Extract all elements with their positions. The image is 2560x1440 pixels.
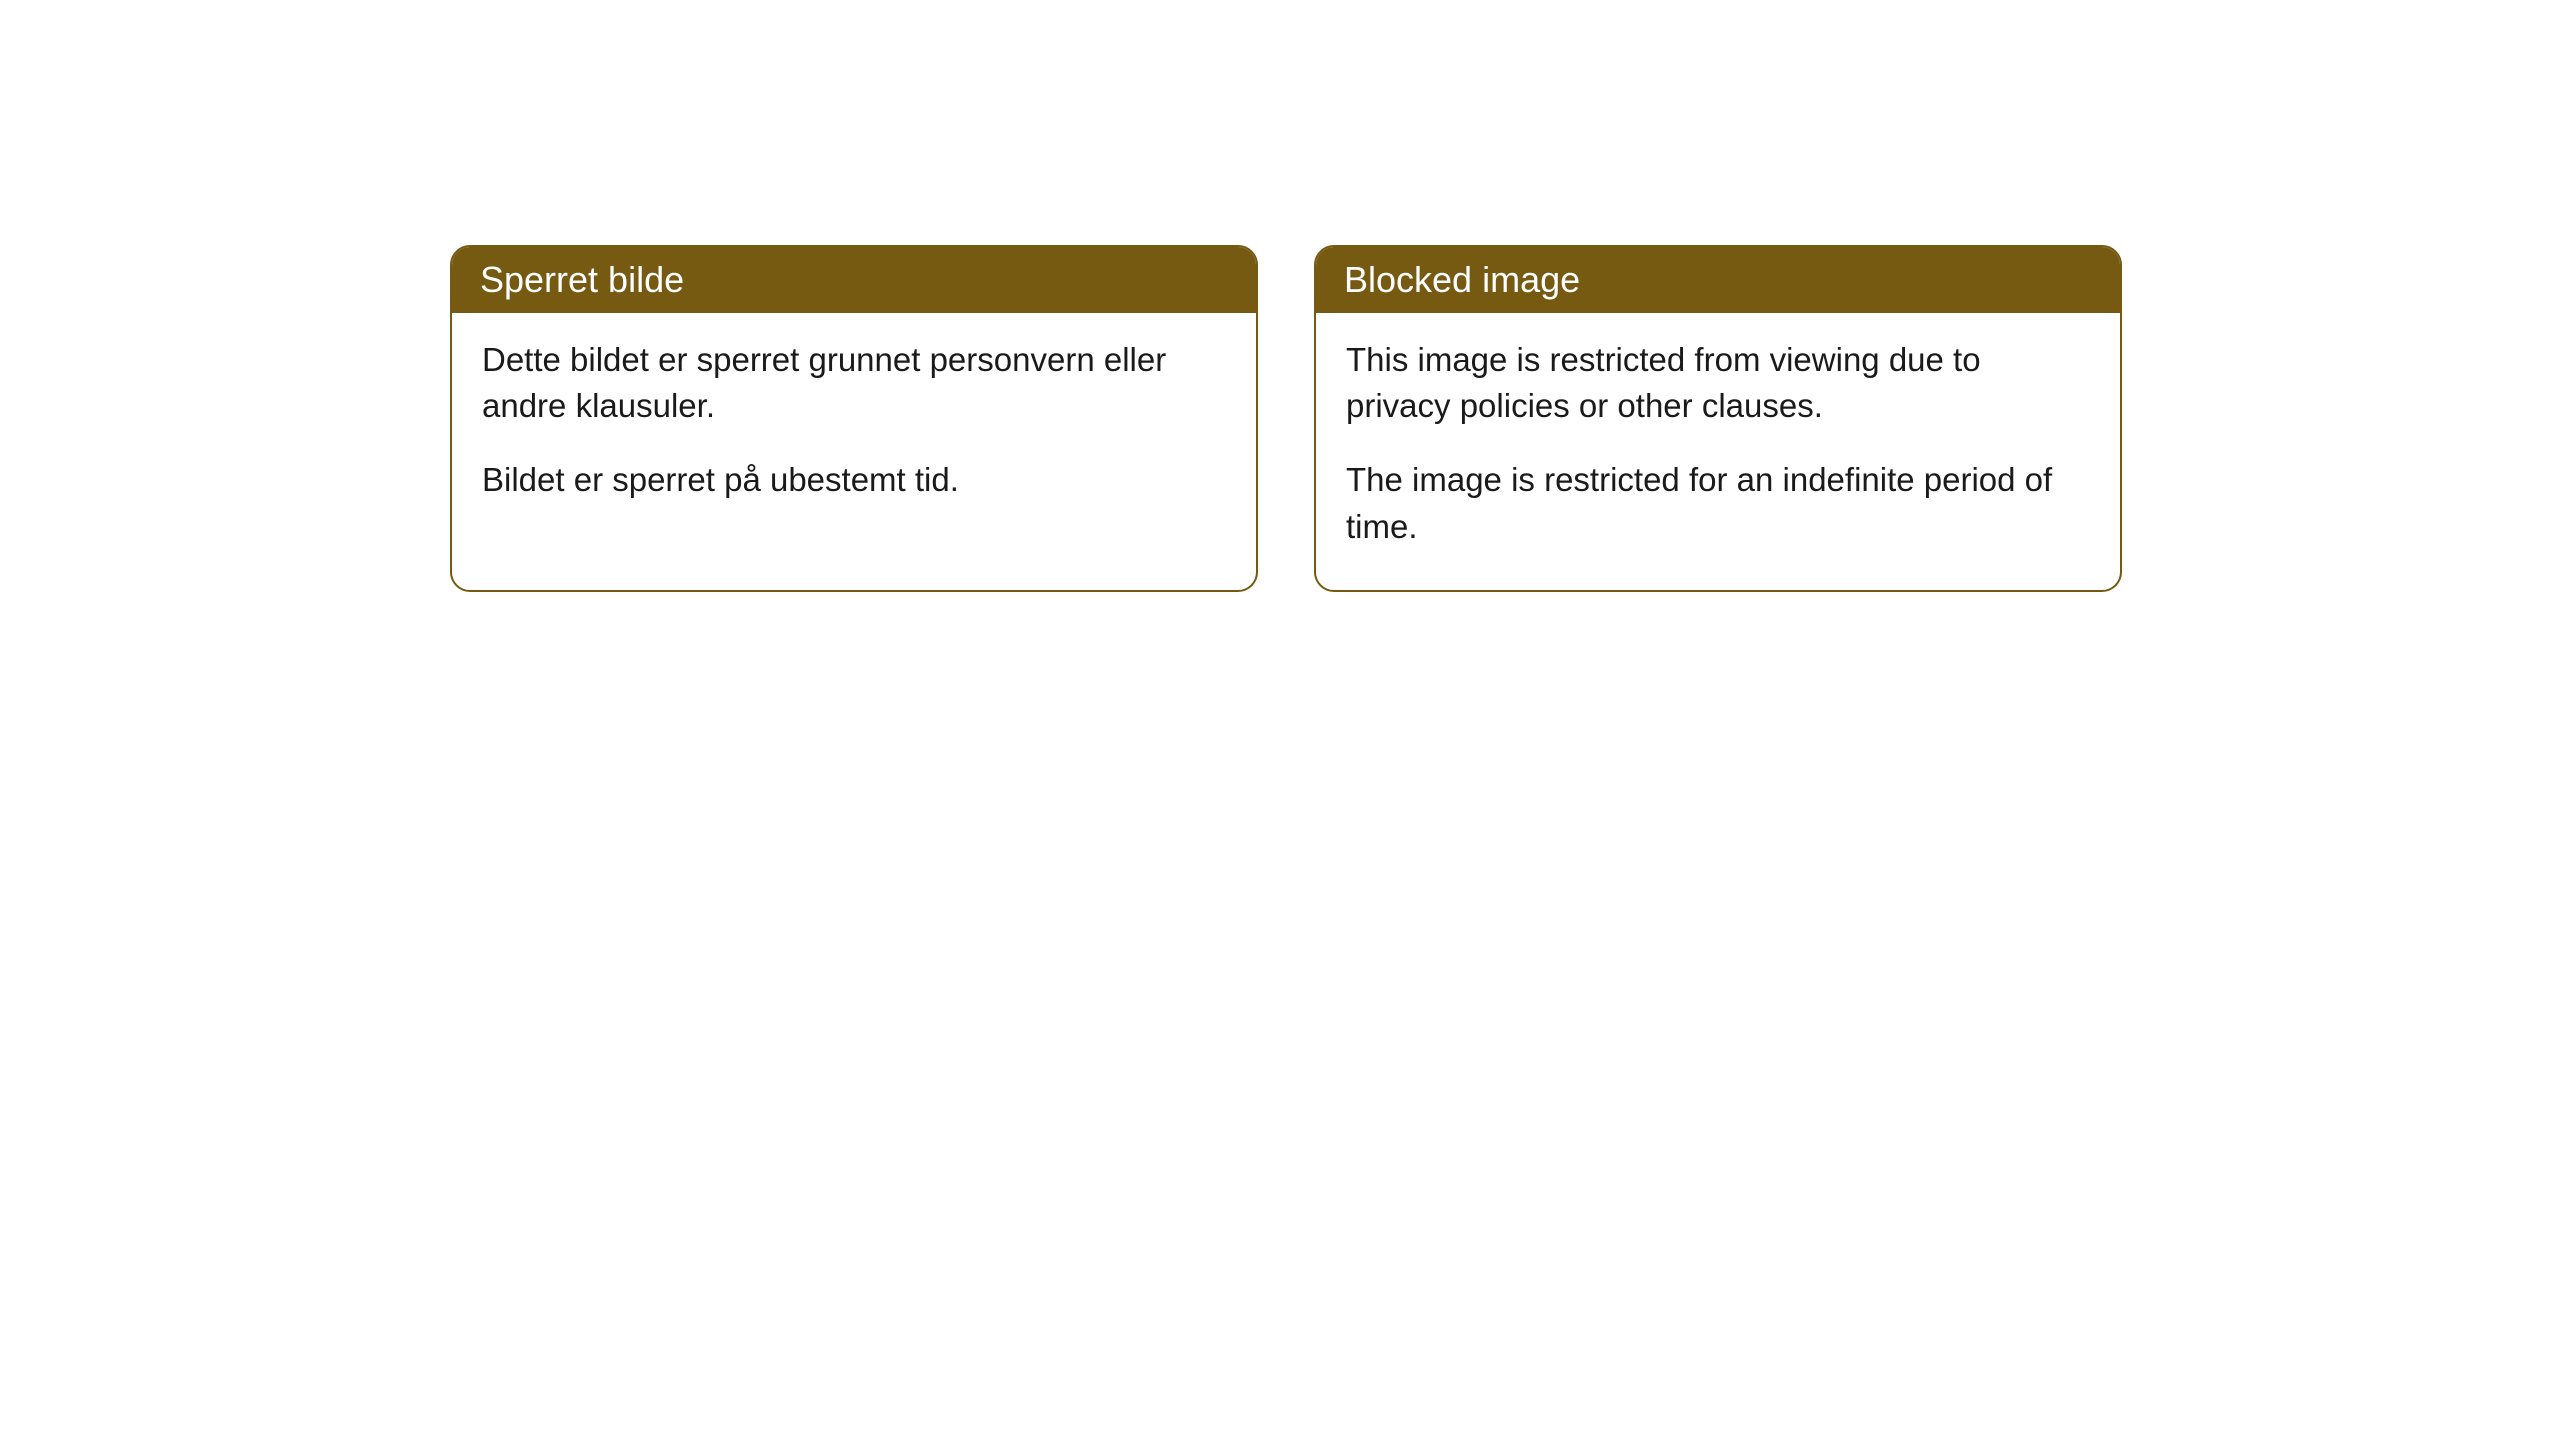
card-paragraph: Bildet er sperret på ubestemt tid. <box>482 457 1226 503</box>
notice-cards-container: Sperret bilde Dette bildet er sperret gr… <box>450 245 2560 592</box>
card-header: Blocked image <box>1316 247 2120 313</box>
notice-card-english: Blocked image This image is restricted f… <box>1314 245 2122 592</box>
card-paragraph: Dette bildet er sperret grunnet personve… <box>482 337 1226 429</box>
card-body: This image is restricted from viewing du… <box>1316 313 2120 590</box>
card-header: Sperret bilde <box>452 247 1256 313</box>
card-paragraph: The image is restricted for an indefinit… <box>1346 457 2090 549</box>
card-paragraph: This image is restricted from viewing du… <box>1346 337 2090 429</box>
notice-card-norwegian: Sperret bilde Dette bildet er sperret gr… <box>450 245 1258 592</box>
card-body: Dette bildet er sperret grunnet personve… <box>452 313 1256 544</box>
